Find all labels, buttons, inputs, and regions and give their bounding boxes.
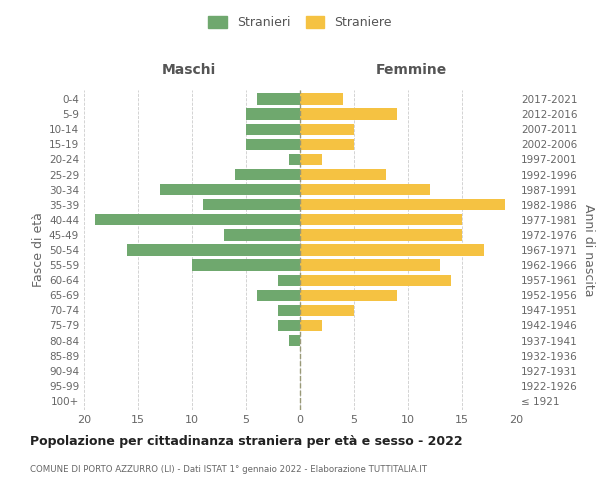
Bar	[300, 184, 430, 196]
Y-axis label: Anni di nascita: Anni di nascita	[582, 204, 595, 296]
Bar	[300, 274, 451, 286]
Bar	[300, 138, 354, 150]
Bar	[300, 154, 322, 165]
Text: Femmine: Femmine	[376, 64, 446, 78]
Bar	[300, 169, 386, 180]
Bar	[289, 335, 300, 346]
Bar	[246, 108, 300, 120]
Bar	[300, 229, 462, 240]
Bar	[300, 124, 354, 135]
Bar	[278, 304, 300, 316]
Bar	[257, 94, 300, 104]
Text: COMUNE DI PORTO AZZURRO (LI) - Dati ISTAT 1° gennaio 2022 - Elaborazione TUTTITA: COMUNE DI PORTO AZZURRO (LI) - Dati ISTA…	[30, 465, 427, 474]
Y-axis label: Fasce di età: Fasce di età	[32, 212, 45, 288]
Bar	[300, 244, 484, 256]
Bar	[300, 94, 343, 104]
Bar	[127, 244, 300, 256]
Bar	[300, 214, 462, 226]
Bar	[300, 199, 505, 210]
Text: Popolazione per cittadinanza straniera per età e sesso - 2022: Popolazione per cittadinanza straniera p…	[30, 435, 463, 448]
Bar	[300, 320, 322, 331]
Bar	[300, 108, 397, 120]
Bar	[300, 260, 440, 271]
Bar	[289, 154, 300, 165]
Bar	[203, 199, 300, 210]
Bar	[300, 290, 397, 301]
Text: Maschi: Maschi	[162, 64, 216, 78]
Bar	[160, 184, 300, 196]
Bar	[300, 304, 354, 316]
Bar	[257, 290, 300, 301]
Bar	[278, 320, 300, 331]
Bar	[224, 229, 300, 240]
Bar	[95, 214, 300, 226]
Legend: Stranieri, Straniere: Stranieri, Straniere	[203, 11, 397, 34]
Bar	[246, 138, 300, 150]
Bar	[278, 274, 300, 286]
Bar	[235, 169, 300, 180]
Bar	[246, 124, 300, 135]
Bar	[192, 260, 300, 271]
